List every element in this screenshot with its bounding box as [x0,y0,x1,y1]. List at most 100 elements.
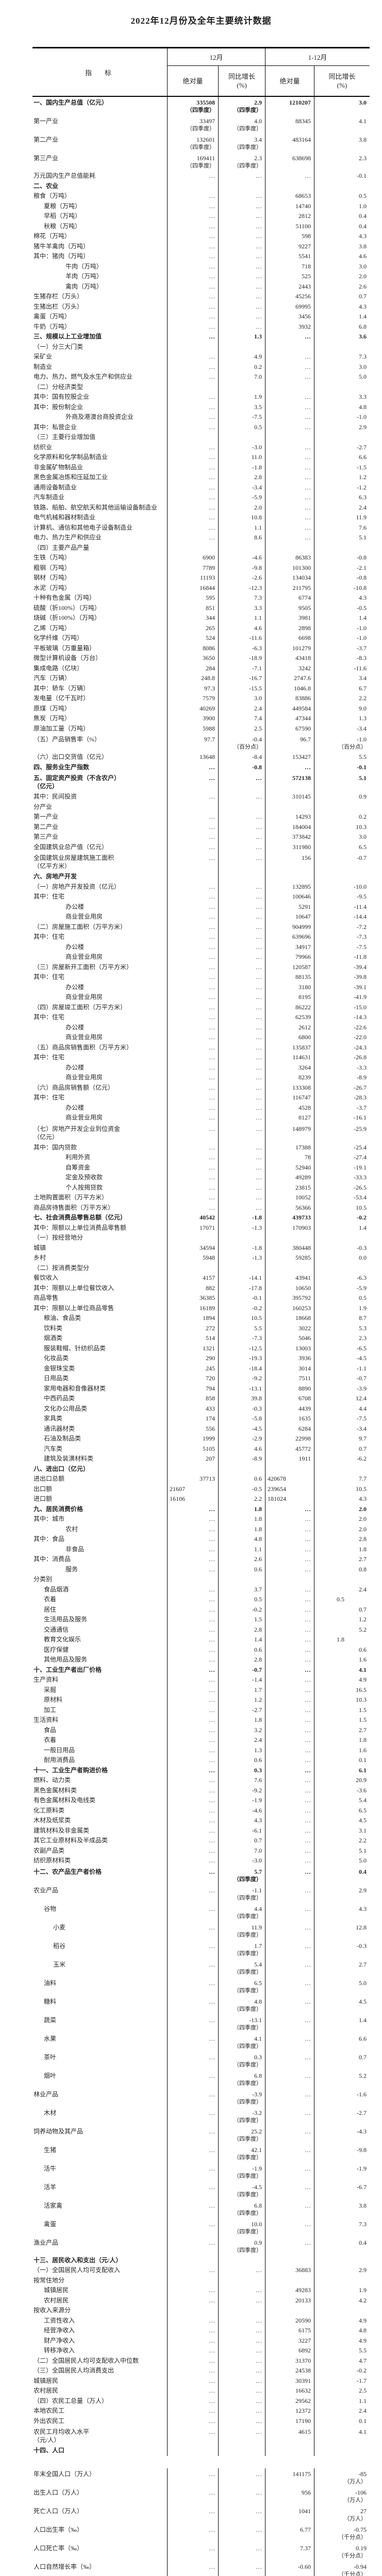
cell-value: 0.4 [359,223,367,230]
dec-yoy-cell: 0.6 [219,1565,265,1575]
row-label-cell: 秋粮（万吨） [32,222,168,232]
row-label: 万元国内生产总值能耗 [34,172,95,179]
cell-value: … [209,2297,215,2304]
row-label-cell: 糖料 [32,1996,168,2014]
cell-value: … [256,903,262,910]
ytd-yoy-cell: -6.3 [314,1273,370,1283]
cell-value: -6.5 [357,1345,367,1352]
dec-yoy-cell: 7.4 [219,714,265,724]
row-label-cell: 第三产业 [32,832,168,842]
cell-value: 156 [302,854,311,861]
row-label-cell: （一）按经营地分 [32,1233,168,1243]
dec-absolute-cell: 174 [168,1414,219,1424]
ytd-yoy-cell: 2.9 [314,1885,370,1903]
row-label: 医疗保健 [44,1646,69,1653]
row-label: 商业营业用房 [65,993,103,1001]
row-label-cell: 生活用品及服务 [32,1615,168,1625]
dec-yoy-cell: 2.2 [219,1494,265,1504]
ytd-yoy-cell: -0.8 [314,573,370,583]
row-label-cell: 微型计算机设备（万台） [32,653,168,664]
ytd-absolute-cell: … [265,1735,314,1745]
dec-absolute-cell: … [168,523,219,533]
cell-value: 6900 [203,554,215,561]
row-label: 全国建筑业总产值（亿元） [34,843,108,851]
table-row: 茶叶…0.3（四季度）…0.7 [32,2052,370,2070]
table-header: 指 标 12月 1-12月 绝对量 同比增长 (%) 绝对量 [32,48,370,97]
cell-value: 8195 [298,993,311,1001]
dec-yoy-cell: 10.5 [219,1313,265,1324]
row-label: 六、房地产开发 [34,873,77,880]
cell-value: … [256,283,262,290]
table-row: 自筹资金……52940-19.1 [32,1163,370,1173]
cell-value-qualifier: （万人） [314,2515,367,2522]
ytd-absolute-cell: 598 [265,231,314,242]
row-label-cell: 其中：轿车（万辆） [32,684,168,694]
dec-absolute-cell: … [168,262,219,272]
cell-value: … [305,1776,311,1784]
dec-absolute-cell: … [168,2524,219,2543]
ytd-yoy-cell: 7.3 [314,2218,370,2237]
ytd-yoy-cell: 2.7 [314,1959,370,1977]
cell-value: … [305,453,311,461]
cell-value: … [256,1194,262,1201]
cell-value: 10052 [295,1194,311,1201]
ytd-yoy-cell [314,432,370,443]
row-label-cell: 家具类 [32,1414,168,1424]
dec-yoy-cell: -5.9 [219,493,265,503]
cell-value: … [209,484,215,491]
ytd-yoy-cell: -41.9 [314,992,370,1003]
cell-value: … [209,1144,215,1151]
dec-absolute-cell: … [168,463,219,473]
cell-value: … [305,2035,311,2042]
cell-value: -5.9 [252,494,262,501]
row-label: 其中：住宅 [34,1094,64,1101]
dec-absolute-cell: … [168,982,219,993]
ytd-absolute-cell [265,181,314,192]
cell-value: 39.8 [251,1395,262,1402]
cell-value: -4.6 [252,1807,262,1814]
ytd-absolute-cell: … [265,1585,314,1595]
ytd-absolute-cell: 10647 [265,912,314,922]
ytd-yoy-cell: 5.0 [314,372,370,382]
ytd-yoy-cell: 3.0 [314,262,370,272]
dec-absolute-cell: … [168,972,219,982]
row-label-cell: 其中：住宅 [32,892,168,902]
ytd-absolute-cell: 956 [265,2487,314,2505]
row-label: 活家禽 [44,2202,62,2209]
row-label: 通用设备制造业 [34,484,77,491]
ytd-yoy-cell: -39.4 [314,962,370,973]
cell-value: … [305,1626,311,1633]
ytd-yoy-cell: 0.1 [314,2416,370,2427]
ytd-yoy-cell: -4.5 [314,1353,370,1364]
cell-value: … [256,2327,262,2334]
ytd-yoy-cell: -2.7 [314,443,370,453]
table-row: 商业营业用房……6800-22.0 [32,1032,370,1043]
cell-value: 851 [206,604,215,612]
ytd-yoy-cell: 4.9 [314,1675,370,1685]
cell-value: 5046 [298,1334,311,1342]
row-label-cell: 其中：股份制企业 [32,402,168,413]
cell-value: 7511 [298,1375,311,1382]
row-label: 进出口总额 [34,1475,64,1482]
row-label-cell: 第一产业 [32,812,168,822]
cell-value: … [305,1596,311,1603]
cell-value: … [305,514,311,521]
cell-value: 335508 [196,99,215,106]
ytd-yoy-cell: -27.4 [314,1153,370,1163]
row-label: 办公楼 [65,984,84,991]
ytd-absolute-cell: 36883 [265,2265,314,2276]
dec-absolute-cell: … [168,902,219,912]
row-label: 焦炭（万吨） [34,715,71,722]
dec-yoy-cell: -17.8 [219,1283,265,1294]
cell-value: -0.1 [357,764,367,771]
dec-yoy-cell: … [219,2356,265,2366]
cell-value: -4.6 [252,554,262,561]
cell-value: 1321 [203,1345,215,1352]
row-label: （六）出口交货值（亿元） [34,753,108,760]
cell-value: … [209,423,215,431]
ytd-absolute-cell: 3456 [265,312,314,322]
